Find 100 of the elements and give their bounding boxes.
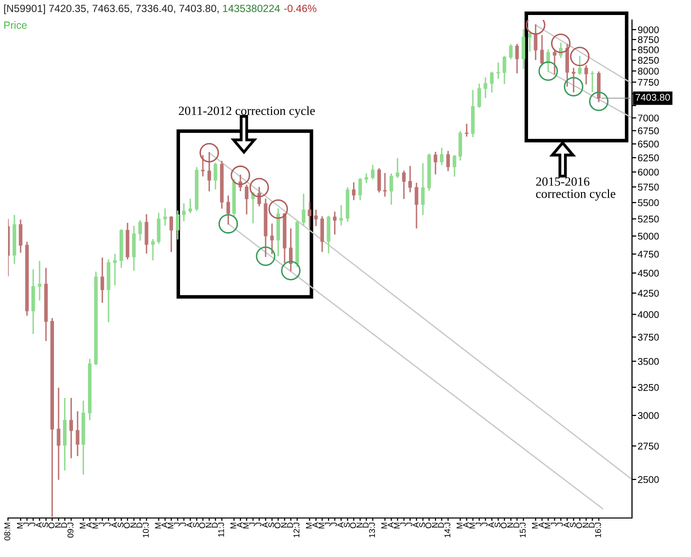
x-tick-label: N	[507, 522, 513, 528]
annotation: 2015-2016 correction cycle	[536, 177, 616, 201]
x-tick-label: S	[42, 522, 48, 528]
y-tick-label: 2750	[638, 442, 659, 450]
x-tick-label: M	[168, 522, 174, 528]
y-tick-label: 7750	[638, 78, 659, 86]
x-tick-label: M	[92, 522, 98, 528]
x-tick-label: A	[236, 522, 243, 528]
x-tick-label: O	[500, 522, 507, 528]
x-tick-label: J	[331, 522, 337, 526]
x-tick-label: S	[494, 522, 500, 528]
x-tick-label: N	[281, 522, 287, 528]
y-tick-label: 6000	[638, 168, 659, 176]
x-tick-label: J	[104, 522, 111, 526]
x-tick-label: S	[268, 522, 274, 528]
x-tick-label: M	[394, 522, 400, 528]
x-tick-label: M	[230, 522, 236, 528]
x-tick-label: O	[274, 522, 280, 528]
x-tick-label: D	[362, 522, 368, 528]
x-tick-label: S	[419, 522, 426, 528]
x-tick-label: O	[199, 522, 206, 528]
y-tick-label: 4750	[638, 250, 659, 258]
x-tick-label: J	[174, 522, 180, 526]
x-tick-label: J	[557, 522, 564, 526]
y-tick-label: 6500	[638, 140, 659, 148]
x-tick-label: D	[513, 522, 520, 528]
y-tick-label: 7000	[638, 114, 659, 122]
y-tick-label: 5500	[638, 199, 659, 206]
x-tick-label: A	[388, 522, 394, 528]
y-tick-label: 8250	[638, 56, 659, 64]
x-tick-label: 16:J	[595, 522, 602, 538]
x-tick-label: M	[469, 522, 476, 528]
x-tick-label: O	[576, 522, 582, 528]
y-tick-label: 4000	[638, 311, 659, 318]
x-tick-label: N	[582, 522, 588, 528]
y-tick-label: 3750	[638, 334, 659, 341]
x-tick-label: J	[98, 522, 105, 526]
x-tick-label: O	[48, 522, 54, 528]
y-tick-label: 8500	[638, 46, 659, 54]
x-tick-label: A	[111, 522, 118, 528]
x-tick-label: N	[432, 522, 438, 528]
x-tick-label: J	[256, 522, 262, 526]
x-tick-label: N	[54, 522, 61, 528]
y-tick-label: 9000	[638, 26, 659, 34]
x-tick-label: S	[193, 522, 199, 528]
x-tick-label: J	[23, 522, 30, 526]
y-tick-label: 5750	[638, 184, 659, 191]
x-tick-label: M	[80, 522, 86, 528]
x-tick-label: S	[570, 522, 576, 528]
x-tick-label: J	[476, 522, 482, 526]
x-tick-label: M	[532, 522, 538, 528]
x-tick-label: 15:J	[520, 522, 526, 538]
x-tick-label: M	[243, 522, 249, 528]
x-tick-label: N	[356, 522, 362, 528]
x-tick-label: A	[538, 522, 544, 528]
y-tick-label: 3250	[638, 384, 659, 391]
x-tick-label: A	[312, 522, 318, 528]
x-tick-label: M	[544, 522, 550, 528]
chart-title: [N59901] 7420.35, 7463.65, 7336.40, 7403.80,	[4, 4, 219, 14]
x-tick-label: J	[406, 522, 412, 526]
x-tick-label: J	[551, 522, 557, 526]
x-tick-label: A	[412, 522, 419, 528]
x-tick-label: J	[249, 522, 256, 526]
x-tick-label: 14:J	[444, 522, 450, 538]
y-tick-label: 2500	[638, 476, 659, 484]
x-tick-label: 09:J	[68, 522, 74, 538]
x-tick-label: A	[186, 522, 192, 528]
x-tick-label: J	[482, 522, 488, 526]
text: 1435380224	[223, 4, 280, 12]
x-tick-label: J	[400, 522, 406, 526]
x-tick-label: N	[206, 522, 212, 528]
x-tick-label: S	[344, 522, 350, 528]
x-tick-label: M	[318, 522, 324, 528]
x-tick-label: D	[287, 522, 293, 528]
text: -0.46%	[284, 4, 316, 12]
x-tick-label: 11:J	[218, 522, 224, 537]
x-tick-label: A	[86, 522, 92, 528]
annotation: 2011-2012 correction cycle	[178, 106, 315, 118]
x-tick-label: A	[162, 522, 168, 528]
y-tick-label: 4500	[638, 270, 659, 277]
x-tick-label: D	[438, 522, 444, 528]
x-tick-label: M	[456, 522, 462, 528]
x-tick-label: A	[262, 522, 268, 528]
x-tick-label: J	[30, 522, 36, 526]
x-tick-label: N	[130, 522, 136, 528]
y-tick-label: 8750	[638, 36, 659, 44]
x-tick-label: A	[36, 522, 42, 528]
x-tick-label: J	[180, 522, 186, 526]
y-tick-label: 3500	[638, 358, 659, 365]
x-tick-label: 08:M	[4, 522, 10, 540]
x-tick-label: M	[381, 522, 388, 528]
y-tick-label: 3000	[638, 412, 659, 420]
x-tick-label: 10:J	[142, 522, 149, 538]
x-tick-label: A	[564, 522, 570, 528]
x-tick-label: O	[425, 522, 432, 528]
x-tick-label: 13:J	[369, 522, 375, 538]
x-tick-label: J	[324, 522, 331, 526]
y-tick-label: 4250	[638, 290, 659, 297]
x-tick-label: D	[136, 522, 142, 528]
y-tick-label: 8000	[638, 68, 659, 75]
